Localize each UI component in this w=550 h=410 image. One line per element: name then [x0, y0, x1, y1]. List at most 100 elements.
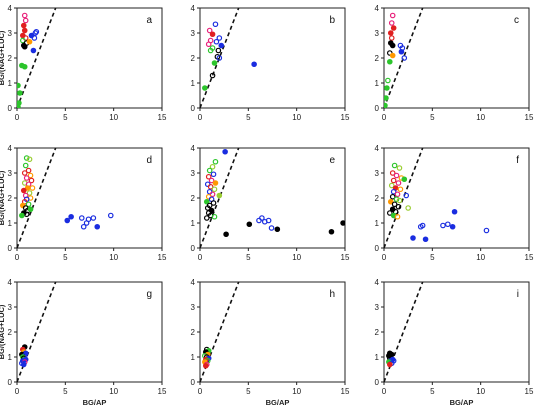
x-tick-label: 15	[525, 387, 534, 396]
panel-label: c	[514, 15, 519, 26]
y-tick-label: 2	[375, 54, 380, 63]
data-point	[390, 25, 397, 31]
data-point	[23, 155, 30, 161]
data-point	[23, 211, 30, 218]
y-tick-label: 0	[375, 104, 380, 113]
x-tick-label: 15	[158, 387, 167, 396]
y-axis-title: BG/(NAG+LUC)	[0, 304, 6, 359]
data-point	[206, 167, 213, 174]
x-tick-label: 15	[158, 253, 167, 262]
y-tick-label: 4	[8, 144, 13, 153]
y-tick-label: 0	[191, 104, 196, 113]
y-tick-label: 2	[375, 194, 380, 203]
data-point	[246, 221, 253, 228]
data-point	[384, 95, 389, 101]
plot-frame	[383, 7, 530, 109]
plot-frame	[199, 281, 346, 383]
data-point	[202, 85, 208, 91]
data-point	[27, 206, 34, 213]
x-tick-label: 10	[476, 387, 485, 396]
data-point	[204, 205, 211, 211]
y-tick-label: 1	[191, 219, 196, 228]
data-point	[17, 90, 23, 96]
x-tick-label: 10	[476, 113, 485, 122]
chart-panel-f: 0 5 10 15 0 1 2 3 4 f	[375, 144, 534, 262]
data-point	[251, 61, 257, 68]
data-point	[398, 48, 405, 55]
data-point	[388, 182, 395, 189]
y-tick-label: 1	[8, 79, 13, 88]
data-point	[20, 22, 27, 29]
data-point	[26, 38, 33, 45]
y-tick-label: 3	[375, 169, 380, 178]
x-tick-label: 0	[198, 113, 203, 122]
data-point	[203, 198, 210, 205]
x-tick-label: 15	[341, 387, 350, 396]
data-point	[444, 221, 451, 228]
x-tick-label: 0	[382, 387, 387, 396]
data-point	[401, 176, 408, 183]
x-axis-title: BG/AP	[83, 398, 107, 407]
data-point	[19, 37, 26, 44]
x-tick-label: 0	[15, 253, 20, 262]
data-point	[211, 213, 218, 220]
plot-frame	[16, 281, 163, 383]
x-tick-label: 5	[430, 387, 435, 396]
data-points	[17, 12, 40, 108]
data-point	[203, 362, 209, 369]
reference-line	[383, 147, 424, 249]
data-point	[388, 20, 395, 26]
data-point	[215, 47, 222, 54]
panel-label: b	[329, 15, 335, 26]
data-point	[390, 188, 397, 195]
y-tick-label: 2	[8, 54, 13, 63]
y-tick-label: 3	[375, 303, 380, 312]
x-tick-label: 0	[382, 113, 387, 122]
data-point	[395, 203, 402, 210]
data-point	[21, 63, 28, 70]
data-point	[22, 162, 29, 169]
y-tick-label: 4	[375, 4, 380, 13]
data-point	[17, 82, 21, 89]
x-tick-label: 5	[430, 253, 435, 262]
y-tick-label: 0	[191, 244, 196, 253]
panel-label: h	[329, 289, 335, 300]
y-tick-label: 3	[8, 169, 13, 178]
y-tick-label: 1	[191, 79, 196, 88]
data-point	[28, 177, 35, 184]
data-point	[389, 12, 396, 19]
y-tick-label: 0	[8, 244, 13, 253]
data-point	[393, 172, 400, 179]
x-axis-title: BG/AP	[450, 398, 474, 407]
x-tick-label: 0	[198, 253, 203, 262]
x-tick-label: 15	[341, 253, 350, 262]
y-tick-label: 1	[375, 353, 380, 362]
y-tick-label: 1	[8, 353, 13, 362]
y-tick-label: 2	[191, 194, 196, 203]
data-point	[212, 180, 219, 186]
y-tick-label: 2	[8, 328, 13, 337]
x-tick-label: 0	[15, 113, 20, 122]
data-point	[26, 190, 33, 196]
data-point	[403, 192, 410, 199]
data-points	[202, 346, 212, 369]
data-point	[396, 165, 403, 171]
x-tick-label: 5	[430, 113, 435, 122]
y-tick-label: 4	[375, 278, 380, 287]
data-point	[94, 223, 101, 230]
data-point	[21, 27, 28, 34]
y-tick-label: 1	[8, 219, 13, 228]
plot-frame	[199, 147, 346, 249]
y-tick-label: 3	[191, 169, 196, 178]
data-point	[33, 28, 40, 35]
y-tick-label: 0	[8, 378, 13, 387]
data-point	[256, 217, 262, 224]
y-tick-label: 4	[191, 4, 196, 13]
x-tick-label: 0	[15, 387, 20, 396]
data-points	[202, 21, 257, 91]
reference-line	[383, 7, 424, 109]
data-point	[394, 191, 401, 198]
data-point	[393, 196, 400, 203]
y-tick-label: 4	[191, 278, 196, 287]
y-tick-label: 2	[191, 54, 196, 63]
